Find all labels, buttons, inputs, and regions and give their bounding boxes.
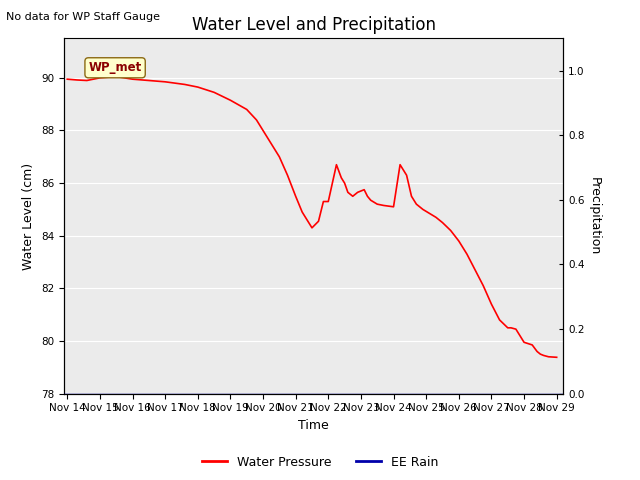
Text: No data for WP Staff Gauge: No data for WP Staff Gauge [6, 12, 161, 22]
Text: WP_met: WP_met [88, 61, 141, 74]
Legend: Water Pressure, EE Rain: Water Pressure, EE Rain [196, 451, 444, 474]
Title: Water Level and Precipitation: Water Level and Precipitation [191, 16, 436, 34]
Y-axis label: Precipitation: Precipitation [588, 177, 601, 255]
Y-axis label: Water Level (cm): Water Level (cm) [22, 162, 35, 270]
X-axis label: Time: Time [298, 419, 329, 432]
